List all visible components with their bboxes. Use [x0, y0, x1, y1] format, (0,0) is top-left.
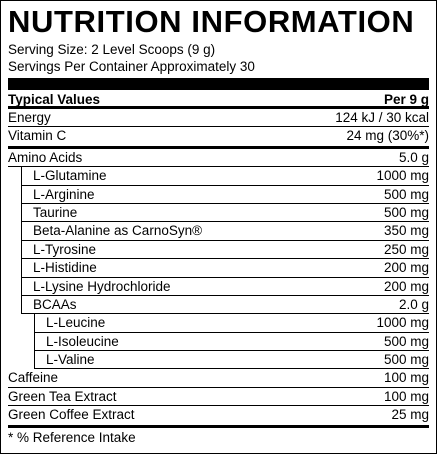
table-header: Typical Values Per 9 g	[8, 90, 429, 109]
nutrient-name: L-Tyrosine	[33, 241, 97, 257]
serving-size: Serving Size: 2 Level Scoops (9 g)	[8, 42, 216, 57]
nutrient-name: Taurine	[33, 204, 78, 220]
table-row: Energy 124 kJ / 30 kcal	[8, 109, 429, 128]
table-row: Amino Acids 5.0 g	[8, 149, 429, 168]
servings-per-container: Servings Per Container Approximately 30	[8, 59, 255, 74]
nutrient-name: Amino Acids	[8, 149, 83, 165]
nutrient-value: 500 mg	[383, 352, 429, 368]
nutrient-value: 200 mg	[383, 260, 429, 276]
nutrient-value: 1000 mg	[376, 168, 429, 184]
nutrient-name: Green Tea Extract	[8, 388, 117, 404]
table-section: Energy 124 kJ / 30 kcal Vitamin C 24 mg (30…	[8, 109, 429, 149]
table-row: L-Valine 500 mg	[34, 351, 429, 370]
column-header: Per 9 g	[383, 92, 429, 107]
nutrient-name: L-Leucine	[46, 315, 106, 331]
nutrient-name: Vitamin C	[8, 128, 67, 144]
footnote: * % Reference Intake	[8, 429, 136, 445]
nutrient-name: Energy	[8, 110, 51, 125]
table-row: Taurine 500 mg	[21, 203, 429, 223]
nutrient-value: 250 mg	[383, 241, 429, 257]
nutrient-value: 100 mg	[383, 370, 429, 386]
nutrient-name: L-Lysine Hydrochloride	[33, 278, 171, 294]
nutrient-name: L-Isoleucine	[46, 333, 119, 349]
nutrient-name: BCAAs	[33, 296, 77, 312]
table-row: L-Isoleucine 500 mg	[34, 332, 429, 352]
title: NUTRITION INFORMATION	[8, 4, 415, 39]
nutrient-name: L-Arginine	[33, 186, 95, 202]
nutrient-value: 1000 mg	[376, 315, 429, 331]
nutrient-value: 200 mg	[383, 278, 429, 294]
nutrient-value: 100 mg	[383, 388, 429, 404]
table-row: Vitamin C 24 mg (30%*)	[8, 127, 429, 145]
nutrient-name: L-Valine	[46, 352, 95, 368]
table-row: Green Tea Extract 100 mg	[8, 388, 429, 407]
nutrient-value: 5.0 g	[398, 149, 429, 165]
table-row: Beta-Alanine as CarnoSyn® 350 mg	[21, 222, 429, 241]
table-body: Energy 124 kJ / 30 kcal Vitamin C 24 mg (30…	[8, 109, 429, 428]
table-row: L-Lysine Hydrochloride 200 mg	[21, 277, 429, 296]
nutrient-value: 2.0 g	[398, 296, 429, 312]
nutrient-name: L-Histidine	[33, 260, 97, 276]
column-header: Typical Values	[8, 92, 101, 107]
table-row: L-Glutamine 1000 mg	[21, 167, 429, 186]
nutrient-name: Caffeine	[8, 370, 59, 386]
nutrient-value: 500 mg	[383, 333, 429, 349]
table-row: L-Histidine 200 mg	[21, 259, 429, 278]
table-row: L-Arginine 500 mg	[21, 185, 429, 204]
table-row: L-Tyrosine 250 mg	[21, 240, 429, 260]
table-row: BCAAs 2.0 g	[21, 295, 429, 315]
table-row: L-Leucine 1000 mg	[34, 314, 429, 333]
nutrient-value: 124 kJ / 30 kcal	[335, 110, 429, 125]
nutrient-name: Beta-Alanine as CarnoSyn®	[33, 223, 203, 239]
nutrient-value: 24 mg (30%*)	[346, 128, 429, 144]
table-row: Green Coffee Extract 25 mg	[8, 406, 429, 424]
nutrient-name: L-Glutamine	[33, 168, 107, 184]
nutrient-name: Green Coffee Extract	[8, 407, 135, 423]
table-row: Caffeine 100 mg	[8, 369, 429, 388]
divider-bar	[8, 78, 429, 90]
nutrient-value: 350 mg	[383, 223, 429, 239]
table-section: Amino Acids 5.0 g L-Glutamine 1000 mg L-Argi…	[8, 149, 429, 428]
nutrient-value: 500 mg	[383, 186, 429, 202]
nutrient-value: 25 mg	[391, 407, 429, 423]
nutrient-value: 500 mg	[383, 204, 429, 220]
